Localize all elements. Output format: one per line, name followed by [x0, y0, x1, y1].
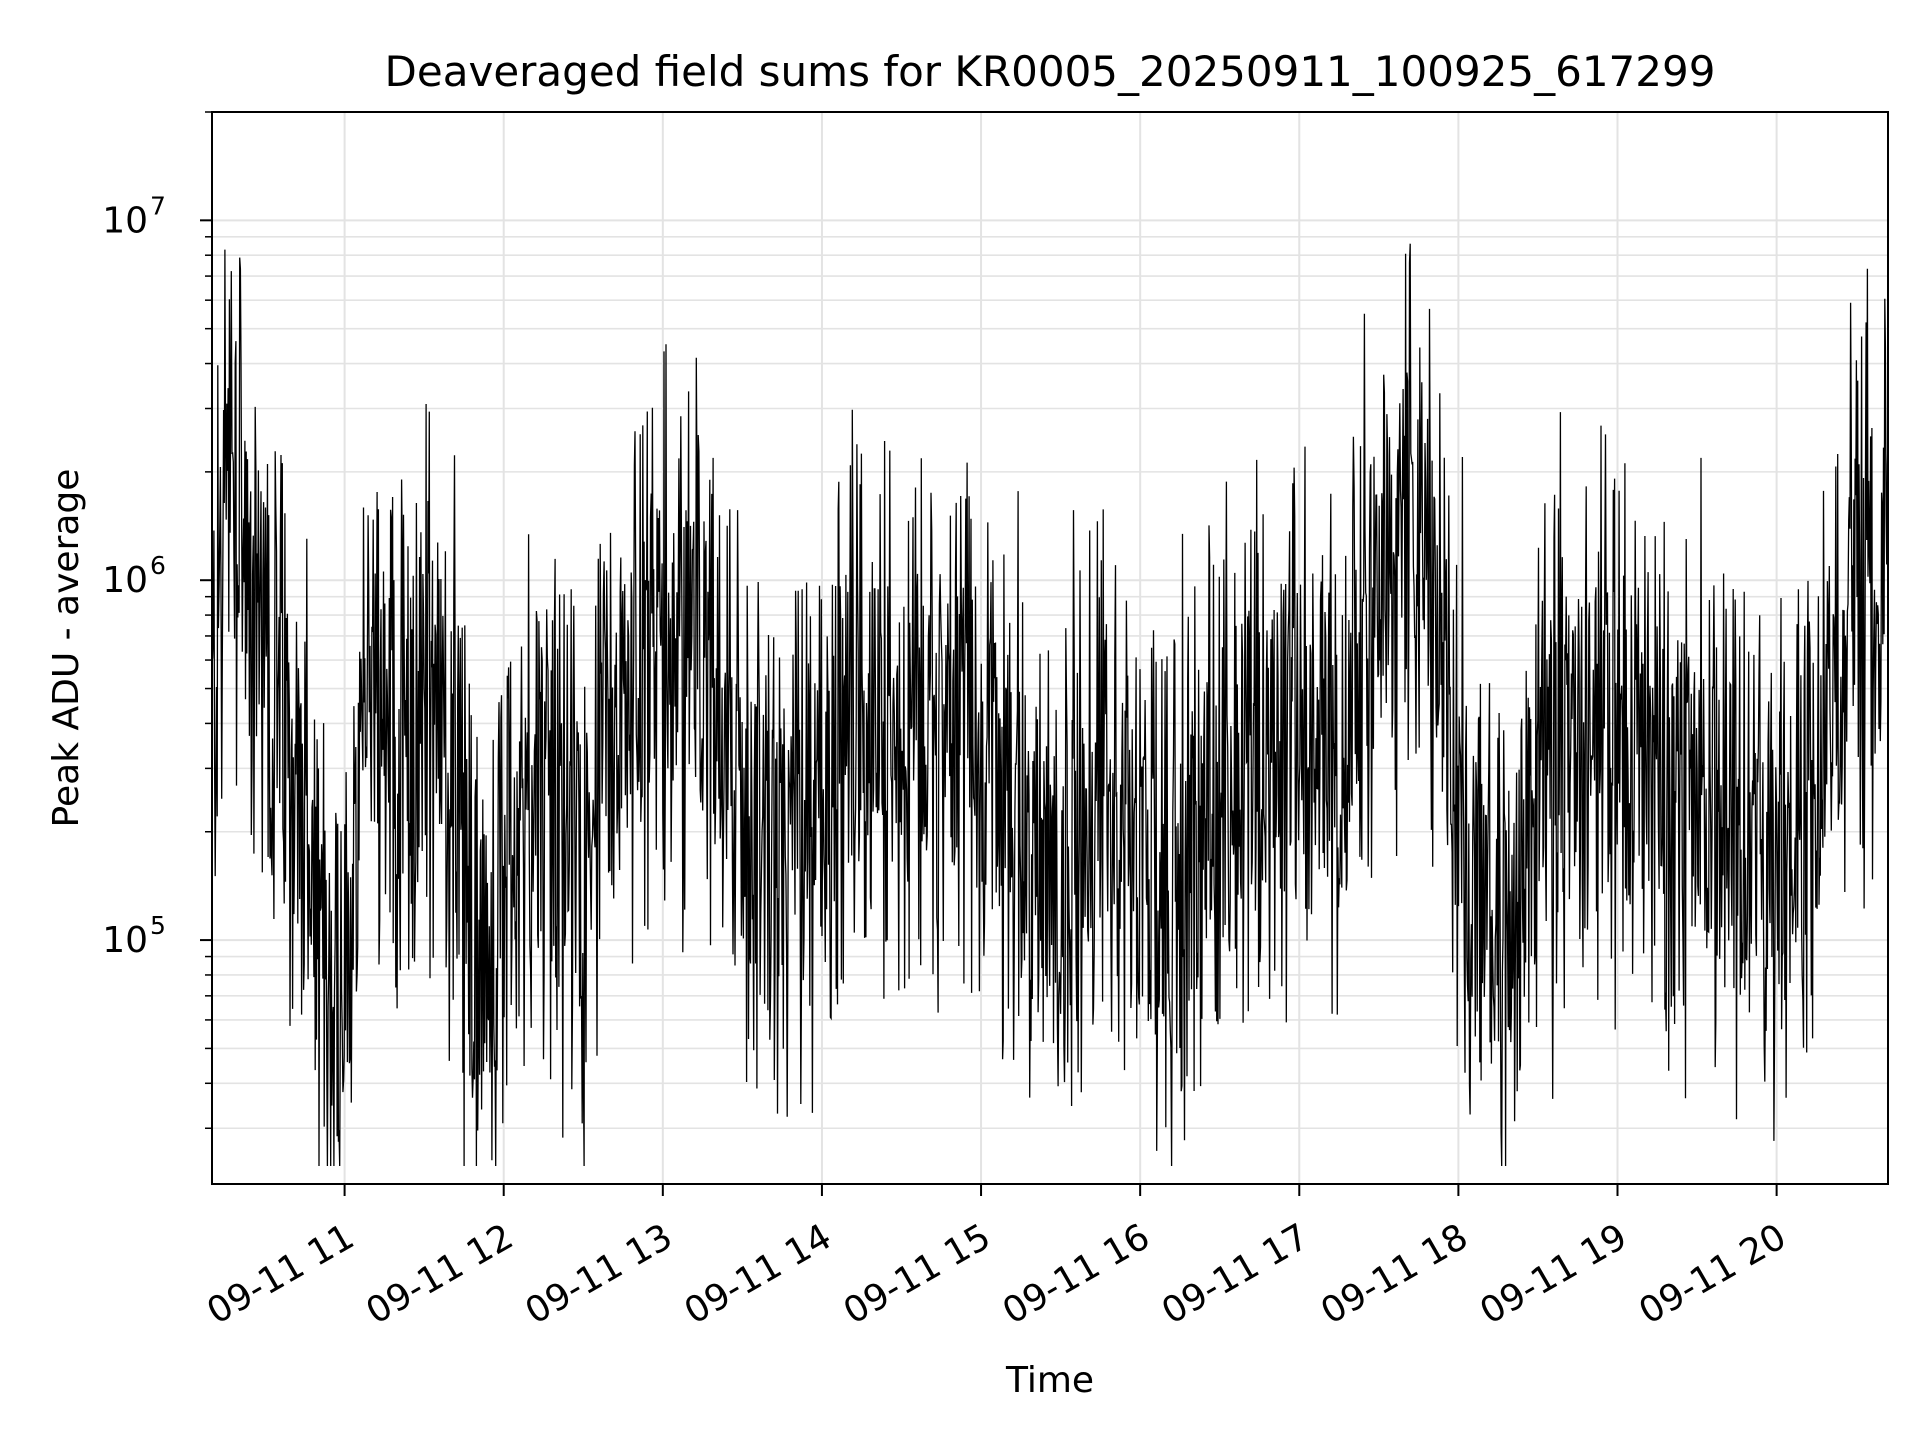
y-axis-label: Peak ADU - average [46, 469, 87, 828]
y-tick-exponent: 7 [150, 191, 166, 220]
y-tick-exponent: 5 [150, 911, 166, 940]
data-series-line [212, 243, 1888, 1167]
y-tick-label: 10 [102, 200, 148, 241]
y-tick-label: 10 [102, 920, 148, 961]
x-axis-label: Time [1005, 1360, 1094, 1401]
plot-frame [211, 111, 1889, 1185]
y-tick-label: 10 [102, 560, 148, 601]
chart-title: Deaveraged field sums for KR0005_2025091… [385, 47, 1716, 96]
y-tick-exponent: 6 [150, 551, 166, 580]
